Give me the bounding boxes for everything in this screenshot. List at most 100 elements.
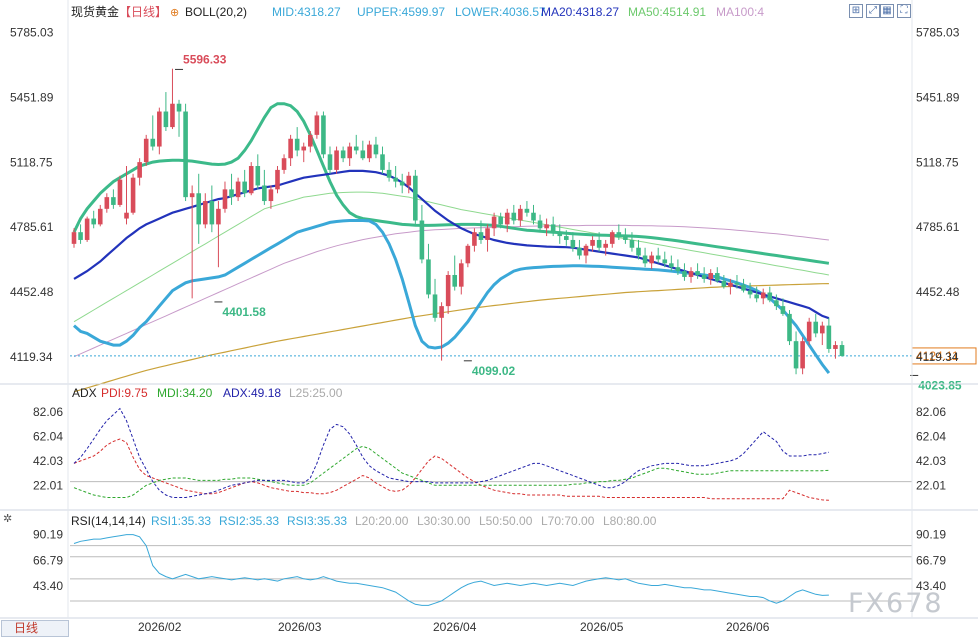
- line-end-label: MA20: [820, 0, 849, 3]
- candle-body: [498, 216, 503, 225]
- candle-body: [294, 138, 300, 151]
- candle-body: [281, 158, 287, 170]
- candle-body: [550, 224, 556, 233]
- boll-lower-line: [73, 219, 831, 375]
- ma100-label: MA100:4: [716, 5, 764, 19]
- candle-body: [800, 341, 805, 369]
- symbol-label: 现货黄金: [71, 4, 119, 19]
- period-tab-daily[interactable]: 日线: [1, 620, 69, 637]
- candle-body: [511, 212, 517, 221]
- candle-body: [465, 245, 471, 264]
- candle-body: [839, 345, 845, 356]
- candle-body: [432, 294, 438, 318]
- candle-body: [71, 232, 77, 244]
- extreme-label: 5596.33: [183, 52, 227, 66]
- candle-body: [189, 193, 195, 198]
- line-end-label: MA50: [820, 0, 849, 3]
- candle-body: [399, 181, 405, 186]
- main-y-tick-left: 4452.48: [10, 285, 54, 299]
- fullscreen-icon[interactable]: ⤢: [866, 4, 880, 18]
- candle-body: [426, 259, 431, 295]
- adx-line: [73, 407, 830, 498]
- layout-icon[interactable]: ▦: [880, 4, 894, 18]
- candle-body: [288, 138, 293, 159]
- candle-body: [570, 239, 576, 248]
- candle-body: [229, 189, 234, 198]
- candle-body: [321, 115, 326, 155]
- watermark-logo: FX678: [848, 588, 944, 619]
- candle-body: [557, 232, 563, 237]
- rsi-y-tick-left: 90.19: [33, 527, 63, 541]
- candle-body: [157, 111, 162, 147]
- adx-l25-label: L25:25.00: [289, 386, 343, 400]
- candle-body: [682, 271, 687, 277]
- candle-body: [117, 179, 123, 205]
- rsi-y-tick-left: 43.40: [33, 579, 63, 593]
- x-axis-label: 2026/04: [433, 620, 477, 634]
- adx-y-tick-left: 62.04: [33, 430, 63, 444]
- candle-body: [708, 273, 714, 279]
- main-y-tick-left: 5451.89: [10, 91, 54, 105]
- pdi-line: [73, 438, 829, 501]
- adx-y-tick-left: 82.06: [33, 405, 63, 419]
- line-end-label: MA100: [820, 0, 855, 3]
- candle-body: [367, 144, 372, 159]
- candle-body: [97, 208, 103, 225]
- main-y-tick-right: 5451.89: [916, 91, 960, 105]
- candle-body: [413, 175, 418, 221]
- ma200-line: [73, 283, 829, 393]
- candle-body: [504, 212, 510, 225]
- candle-body: [544, 224, 549, 229]
- candle-body: [806, 321, 812, 342]
- candle-body: [130, 177, 136, 213]
- candle-body: [537, 220, 543, 229]
- candle-body: [642, 255, 648, 264]
- adx-pdi-label: PDI:9.75: [101, 386, 148, 400]
- candle-body: [216, 208, 221, 225]
- rsi-settings-icon[interactable]: ✲: [3, 513, 13, 525]
- candle-body: [767, 292, 773, 301]
- candle-body: [649, 255, 654, 264]
- ma50-line: [73, 191, 829, 323]
- candle-body: [813, 321, 819, 334]
- candle-body: [196, 193, 202, 225]
- x-axis-label: 2026/05: [580, 620, 624, 634]
- main-y-tick-right: 4452.48: [916, 285, 960, 299]
- candle-body: [734, 282, 740, 285]
- adx-y-tick-right: 62.04: [916, 430, 946, 444]
- candle-body: [137, 162, 142, 178]
- lower-label: LOWER:4036.57: [455, 5, 546, 19]
- rsi-l30-label: L30:30.00: [417, 514, 471, 528]
- candle-body: [163, 111, 169, 128]
- candle-body: [747, 290, 753, 295]
- candle-body: [518, 208, 523, 221]
- boll-label: BOLL(20,2): [185, 5, 247, 19]
- rsi-l80-label: L80:80.00: [603, 514, 657, 528]
- candle-body: [308, 134, 313, 147]
- candle-body: [255, 166, 261, 186]
- main-y-tick-right: 4119.34: [916, 350, 959, 364]
- candle-body: [774, 300, 779, 307]
- zoom-in-icon[interactable]: ⊞: [849, 4, 863, 18]
- candle-body: [662, 259, 668, 264]
- rsi-l70-label: L70:70.00: [541, 514, 595, 528]
- expand-icon[interactable]: ⛶: [897, 4, 911, 18]
- candle-body: [793, 341, 799, 369]
- candle-body: [655, 255, 661, 260]
- x-axis-label: 2026/03: [278, 620, 322, 634]
- rsi-y-tick-right: 43.40: [916, 579, 946, 593]
- candle-body: [91, 218, 96, 225]
- extreme-label: 4099.02: [472, 364, 516, 378]
- adx-name: ADX: [72, 386, 97, 400]
- extreme-label: 4023.85: [918, 378, 962, 392]
- candle-body: [695, 271, 700, 275]
- ma50-label: MA50:4514.91: [628, 5, 706, 19]
- upper-label: UPPER:4599.97: [357, 5, 445, 19]
- candle-body: [386, 169, 392, 178]
- settings-icon[interactable]: ⊕: [170, 7, 179, 19]
- candle-body: [183, 111, 188, 198]
- rsi-line: [73, 534, 829, 606]
- current-price-label: 4124.11: [916, 349, 959, 363]
- candle-body: [340, 150, 346, 159]
